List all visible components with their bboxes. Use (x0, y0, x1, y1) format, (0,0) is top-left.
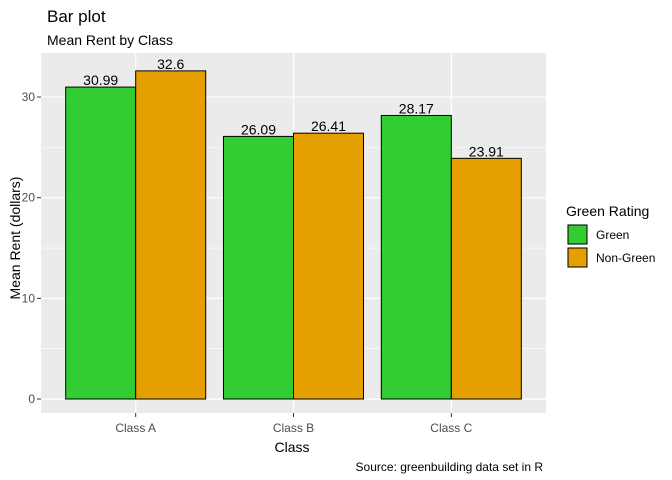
legend-label: Non-Green (596, 251, 655, 265)
bar-green-class-b (223, 135, 294, 400)
bar-green-class-c (380, 114, 452, 400)
data-label: 32.6 (157, 56, 184, 72)
bar-non-green-class-c (450, 157, 522, 400)
legend-label: Green (596, 228, 629, 242)
legend-swatch (567, 247, 588, 268)
chart-subtitle: Mean Rent by Class (47, 32, 173, 48)
legend-title: Green Rating (566, 203, 649, 219)
data-labels: 30.99 32.6 26.09 26.41 28.17 23.91 (83, 56, 504, 159)
data-label: 26.09 (241, 121, 276, 137)
data-label: 23.91 (469, 143, 504, 159)
x-tick-label: Class B (273, 421, 314, 435)
y-tick-label: 30 (22, 90, 36, 104)
y-tick-label: 20 (22, 191, 36, 205)
bar-non-green-class-a (135, 70, 207, 400)
data-label: 26.41 (311, 118, 346, 134)
legend: Green Rating Green Non-Green (566, 203, 655, 268)
bars (65, 70, 522, 400)
data-label: 30.99 (83, 72, 118, 88)
bar-non-green-class-b (293, 132, 364, 400)
bar-green-class-a (65, 86, 137, 400)
data-label: 28.17 (399, 100, 434, 116)
x-tick-label: Class C (430, 421, 472, 435)
x-axis: Class A Class B Class C (115, 413, 473, 435)
x-tick-label: Class A (115, 421, 156, 435)
chart-caption: Source: greenbuilding data set in R (356, 460, 544, 474)
legend-swatch (567, 224, 588, 245)
y-tick-label: 0 (28, 392, 35, 406)
chart-title: Bar plot (47, 7, 106, 26)
y-tick-label: 10 (22, 291, 36, 305)
x-axis-title: Class (274, 439, 309, 455)
y-axis: 0 10 20 30 (22, 90, 41, 406)
y-axis-title: Mean Rent (dollars) (7, 177, 23, 300)
